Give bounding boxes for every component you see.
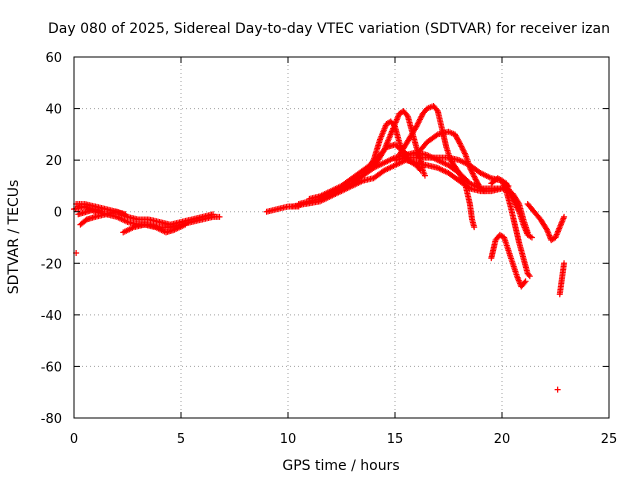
data-point xyxy=(216,213,223,220)
y-tick-label: 0 xyxy=(54,206,62,221)
data-point xyxy=(526,273,533,280)
x-tick-label: 5 xyxy=(177,432,185,447)
y-tick-label: -80 xyxy=(41,412,62,427)
x-tick-label: 20 xyxy=(494,432,511,447)
data-point xyxy=(433,132,440,139)
data-point xyxy=(369,158,376,165)
y-axis-label: SDTVAR / TECUs xyxy=(6,180,22,295)
x-tick-labels: 0 5 10 15 20 25 xyxy=(70,432,617,447)
x-axis-label: GPS time / hours xyxy=(282,458,399,474)
data-point xyxy=(554,386,561,393)
data-point xyxy=(521,279,528,286)
plot-frame xyxy=(73,56,610,419)
data-points xyxy=(71,102,568,393)
tick-marks xyxy=(73,56,610,419)
data-point xyxy=(522,278,529,285)
y-tick-label: 60 xyxy=(45,51,62,66)
x-tick-label: 0 xyxy=(70,432,78,447)
data-point xyxy=(528,234,535,241)
x-tick-label: 10 xyxy=(280,432,297,447)
y-tick-label: 20 xyxy=(45,154,62,169)
data-point xyxy=(481,188,488,195)
data-point xyxy=(561,260,568,267)
chart-title: Day 080 of 2025, Sidereal Day-to-day VTE… xyxy=(48,21,610,37)
data-point xyxy=(421,172,428,179)
y-tick-label: -20 xyxy=(41,257,62,272)
y-tick-labels: -80 -60 -40 -20 0 20 40 60 xyxy=(41,51,62,427)
data-point xyxy=(471,224,478,231)
y-tick-label: -40 xyxy=(41,309,62,324)
x-tick-label: 25 xyxy=(601,432,618,447)
data-point xyxy=(182,221,189,228)
y-tick-label: 40 xyxy=(45,103,62,118)
data-point xyxy=(83,216,90,223)
y-tick-label: -60 xyxy=(41,360,62,375)
x-tick-label: 15 xyxy=(387,432,404,447)
data-point xyxy=(98,208,105,215)
data-point xyxy=(525,271,532,278)
data-point xyxy=(82,217,89,224)
data-point xyxy=(561,213,568,220)
data-point xyxy=(210,211,217,218)
